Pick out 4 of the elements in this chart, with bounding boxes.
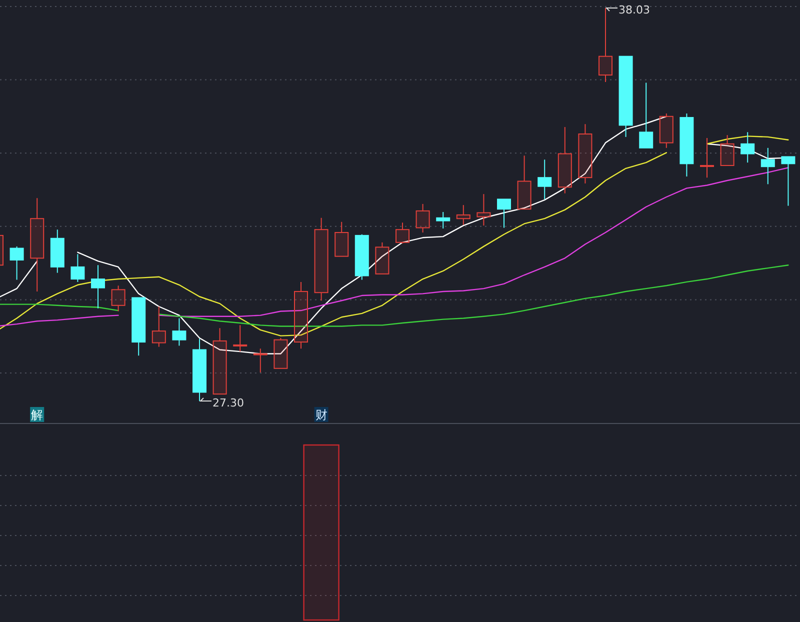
text: 解 <box>31 408 44 422</box>
annotation: 27.30 <box>212 396 244 410</box>
text: 财 <box>315 408 328 422</box>
annotation: 38.03 <box>618 4 650 16</box>
